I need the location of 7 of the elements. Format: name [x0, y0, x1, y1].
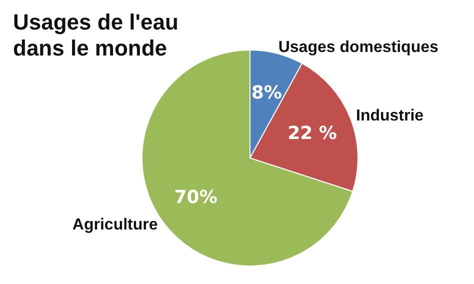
chart-title: Usages de l'eau dans le monde — [13, 10, 178, 60]
data-label: 8% — [251, 82, 282, 104]
slice-label: Usages domestiques — [278, 39, 439, 56]
slice-label: Agriculture — [72, 216, 158, 234]
data-label: 70% — [174, 186, 218, 208]
data-label: 22 % — [288, 122, 337, 144]
slice-label: Industrie — [356, 108, 424, 125]
